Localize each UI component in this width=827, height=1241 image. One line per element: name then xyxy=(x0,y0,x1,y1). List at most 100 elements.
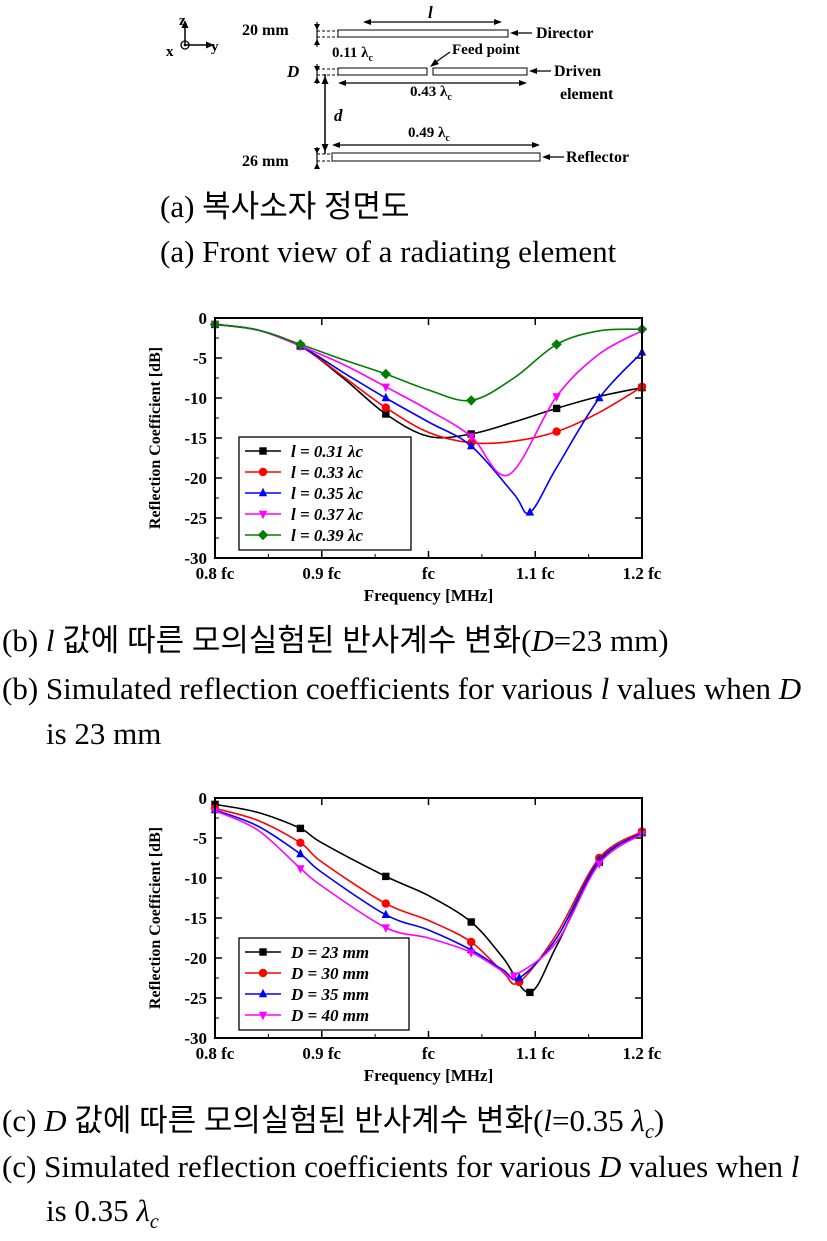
data-point xyxy=(467,440,476,450)
data-point xyxy=(381,383,390,392)
driven-element xyxy=(317,67,528,76)
data-point xyxy=(296,838,305,847)
reflector-spacing-label: 26 mm xyxy=(242,153,289,170)
data-point xyxy=(296,824,305,833)
data-point xyxy=(381,899,390,908)
legend-label: l = 0.35 λc xyxy=(291,484,363,503)
data-point xyxy=(467,937,476,947)
data-point xyxy=(526,988,534,997)
legend-label: l = 0.31 λc xyxy=(291,442,363,461)
y-tick-label: -25 xyxy=(184,989,207,1008)
caption-a-en: (a) Front view of a radiating element xyxy=(160,234,617,269)
y-axis-label: Reflection Coefficient [dB] xyxy=(147,347,164,529)
legend-marker xyxy=(259,948,267,956)
x-tick-label: 1.1 fc xyxy=(516,1044,555,1063)
series-1 xyxy=(211,320,646,439)
series-line xyxy=(214,323,643,439)
x-tick-label: 0.8 fc xyxy=(196,564,235,583)
x-tick-label: 0.8 fc xyxy=(196,1044,235,1063)
legend-label: l = 0.39 λc xyxy=(291,526,363,545)
caption-b-ko: (b) l 값에 따른 모의실험된 반사계수 변화(D=23 mm) xyxy=(2,623,669,658)
l-label: l xyxy=(428,4,433,22)
legend-marker xyxy=(258,467,268,477)
y-axis-label: Reflection Coefficient [dB] xyxy=(147,827,164,1009)
caption-a-ko: (a) 복사소자 정면도 xyxy=(160,189,410,224)
x-tick-label: 1.1 fc xyxy=(516,564,555,583)
axis-y-label: y xyxy=(211,39,219,55)
data-point xyxy=(467,949,476,958)
D-label: D xyxy=(286,62,299,81)
y-tick-label: -5 xyxy=(193,829,207,848)
feed-point-label: Feed point xyxy=(452,42,520,58)
x-axis-label: Frequency [MHz] xyxy=(364,1066,494,1085)
y-tick-label: -20 xyxy=(184,469,207,488)
data-point xyxy=(295,339,306,350)
driven-length-label: 0.43 λc xyxy=(410,84,452,103)
legend-marker xyxy=(258,968,268,978)
data-point xyxy=(552,393,561,402)
chart-c: Reflection Coefficient [dB] 0 -5 -10 -15 -20 -… xyxy=(147,789,662,1085)
legend-label: l = 0.37 λc xyxy=(291,505,363,524)
y-tick-label: 0 xyxy=(199,789,208,808)
y-tick-label: -10 xyxy=(184,869,207,888)
legend-marker xyxy=(258,988,268,998)
d-label: d xyxy=(334,106,343,125)
data-point xyxy=(525,507,535,516)
legend-label: D = 35 mm xyxy=(290,985,369,1004)
data-point xyxy=(509,972,519,981)
x-tick-label: 0.9 fc xyxy=(302,564,341,583)
y-tick-label: -10 xyxy=(184,389,207,408)
y-tick-label: -20 xyxy=(184,949,207,968)
data-point xyxy=(380,368,391,380)
y-tick-label: -30 xyxy=(184,1029,207,1048)
chart-b: Reflection Coefficient [dB] 0 -5 -10 -15 -20 -… xyxy=(147,309,662,605)
data-point xyxy=(381,392,390,402)
data-point xyxy=(467,433,476,442)
data-point xyxy=(552,427,561,436)
legend-marker xyxy=(258,510,268,520)
series-line xyxy=(214,323,643,445)
driven-label: Driven xyxy=(554,63,601,80)
caption-c-en-line1: (c) Simulated reflection coefficients fo… xyxy=(2,1149,800,1184)
data-point xyxy=(552,404,561,413)
data-point xyxy=(515,972,524,982)
legend: l = 0.31 λc l = 0.33 λc l = 0.35 λc l = 0.3… xyxy=(238,436,412,551)
series-4 xyxy=(210,807,647,981)
y-tick-label: -15 xyxy=(184,909,207,928)
legend-label: l = 0.33 λc xyxy=(291,463,363,482)
data-point xyxy=(382,410,390,418)
director-spacing-label: 20 mm xyxy=(242,22,289,39)
series-5 xyxy=(209,319,648,406)
caption-b-en-line1: (b) Simulated reflection coefficients fo… xyxy=(2,671,802,706)
data-point xyxy=(595,392,604,402)
director-element xyxy=(317,29,509,38)
caption-c-en-line2: is 0.35 λc xyxy=(46,1193,159,1234)
series-line xyxy=(214,323,643,477)
series-line xyxy=(214,323,643,402)
gap-label: 0.11 λc xyxy=(332,45,374,64)
reflector-length-label: 0.49 λc xyxy=(408,125,450,144)
y-tick-label: -15 xyxy=(184,429,207,448)
data-point xyxy=(551,339,562,350)
legend: D = 23 mm D = 30 mm D = 35 mm D = 40 mm xyxy=(238,937,410,1031)
axis-z-label: z xyxy=(179,13,186,29)
axis-x-label: x xyxy=(166,44,174,60)
data-point xyxy=(467,918,475,926)
x-tick-label: 1.2 fc xyxy=(623,1044,662,1063)
data-point xyxy=(381,403,390,412)
director-label: Director xyxy=(536,25,593,42)
coordinate-axes: z x y xyxy=(166,13,219,60)
reflector-label: Reflector xyxy=(566,149,629,166)
data-point xyxy=(381,924,390,933)
y-tick-label: -30 xyxy=(184,549,207,568)
data-point xyxy=(296,848,305,858)
x-axis-label: Frequency [MHz] xyxy=(364,586,494,605)
x-tick-label: 1.2 fc xyxy=(623,564,662,583)
y-tick-label: -5 xyxy=(193,349,207,368)
legend-marker xyxy=(258,487,268,497)
plot-frame xyxy=(214,797,643,1039)
data-point xyxy=(595,860,604,869)
legend-label: D = 40 mm xyxy=(290,1006,369,1025)
data-point xyxy=(381,909,390,918)
caption-b-en-line2: is 23 mm xyxy=(46,716,162,751)
